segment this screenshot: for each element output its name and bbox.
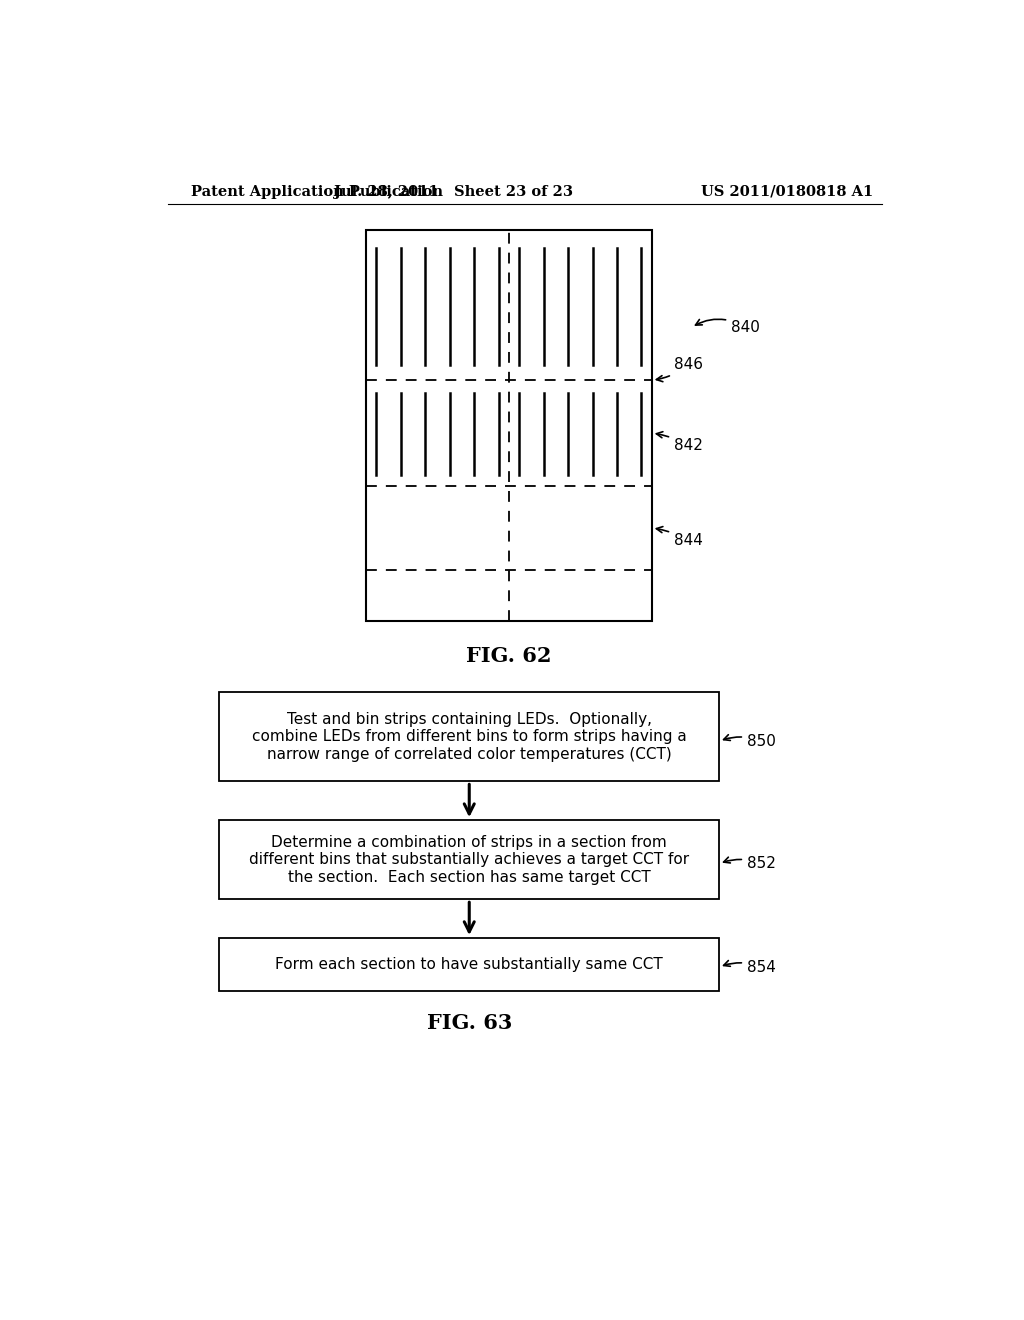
Bar [219,939,719,991]
Text: 840: 840 [695,319,760,335]
Text: 854: 854 [724,960,776,974]
Bar [219,820,719,899]
Text: 852: 852 [724,857,776,871]
Text: Form each section to have substantially same CCT: Form each section to have substantially … [275,957,664,972]
Text: FIG. 63: FIG. 63 [427,1014,512,1034]
Bar [367,230,651,620]
Text: 850: 850 [724,734,776,748]
Text: 842: 842 [656,432,702,453]
Text: FIG. 62: FIG. 62 [466,647,552,667]
Text: Determine a combination of strips in a section from
different bins that substant: Determine a combination of strips in a s… [249,834,689,884]
Text: Test and bin strips containing LEDs.  Optionally,
combine LEDs from different bi: Test and bin strips containing LEDs. Opt… [252,711,687,762]
Text: Jul. 28, 2011   Sheet 23 of 23: Jul. 28, 2011 Sheet 23 of 23 [334,185,572,199]
Text: Patent Application Publication: Patent Application Publication [191,185,443,199]
Text: 846: 846 [656,358,703,381]
Bar [219,692,719,781]
Text: 844: 844 [656,527,702,548]
Text: US 2011/0180818 A1: US 2011/0180818 A1 [700,185,872,199]
